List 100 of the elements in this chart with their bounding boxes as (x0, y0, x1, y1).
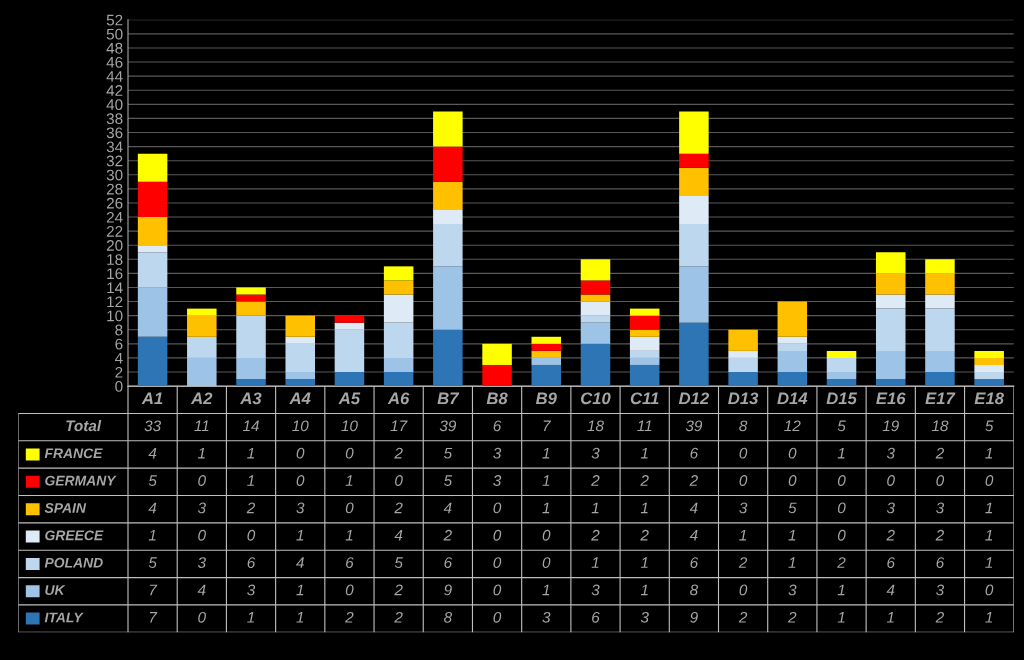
data-label: 1 (247, 447, 254, 459)
total-label: 7 (543, 420, 551, 432)
data-label: 2 (886, 529, 895, 541)
y-tick-label: 2 (115, 366, 123, 378)
bar (334, 322, 365, 330)
data-label: 8 (690, 584, 699, 596)
total-label: 14 (242, 420, 259, 432)
data-label: 0 (837, 529, 846, 541)
y-tick-label: 44 (106, 71, 123, 82)
x-tick-label: B9 (535, 392, 557, 405)
y-tick-label: 34 (106, 141, 123, 153)
data-label: 1 (640, 557, 648, 568)
data-label: 1 (788, 529, 796, 541)
bar (433, 146, 463, 182)
y-tick-label: 16 (107, 268, 123, 280)
bar (187, 315, 217, 337)
data-label: 1 (837, 584, 845, 596)
data-label: 1 (542, 502, 550, 514)
x-tick-label: D13 (728, 392, 759, 405)
legend-label: POLAND (44, 557, 103, 568)
bar (925, 259, 955, 274)
bar (826, 357, 857, 373)
data-label: 5 (394, 557, 403, 568)
y-tick-label: 8 (115, 324, 123, 336)
data-label: 0 (296, 447, 305, 459)
bar (137, 245, 168, 253)
x-tick-label: C10 (581, 392, 611, 405)
bar (531, 350, 562, 358)
data-label: 3 (739, 502, 748, 514)
total-label: 17 (390, 420, 408, 432)
data-label: 9 (690, 611, 698, 623)
y-tick-label: 48 (106, 42, 123, 54)
y-tick-label: 18 (107, 254, 123, 265)
bar (875, 379, 906, 387)
data-label: 1 (345, 529, 353, 541)
bar (137, 252, 168, 288)
total-label: 10 (292, 420, 309, 432)
data-label: 3 (247, 584, 256, 596)
data-label: 1 (345, 475, 353, 486)
bar (679, 167, 709, 196)
y-tick-label: 10 (107, 310, 123, 322)
bar (925, 350, 955, 373)
bar (728, 372, 758, 387)
x-tick-label: D12 (678, 392, 710, 405)
bar (137, 153, 168, 182)
x-tick-label: A5 (338, 392, 361, 405)
y-tick-label: 42 (106, 85, 123, 96)
bar (187, 357, 217, 387)
data-label: 6 (936, 557, 945, 568)
bar (383, 372, 414, 387)
x-tick-label: E18 (974, 392, 1004, 405)
total-label: 11 (637, 420, 652, 432)
data-label: 2 (640, 529, 649, 541)
data-label: 0 (198, 611, 206, 623)
data-label: 0 (837, 475, 846, 486)
data-label: 2 (591, 529, 600, 541)
bar (925, 372, 955, 387)
data-label: 1 (247, 612, 254, 623)
data-label: 4 (296, 557, 304, 568)
bar (482, 343, 512, 365)
bar (236, 287, 266, 295)
data-label: 5 (148, 475, 157, 486)
bar (629, 336, 660, 351)
data-label: 4 (689, 502, 698, 514)
bar (580, 259, 611, 281)
data-label: 0 (985, 584, 994, 596)
data-label: 3 (591, 584, 600, 596)
data-label: 5 (443, 447, 453, 459)
data-label: 5 (788, 502, 797, 514)
bar (580, 280, 611, 295)
bar (334, 329, 365, 373)
data-label: 0 (837, 502, 846, 514)
bar (334, 315, 365, 323)
data-label: 0 (788, 447, 797, 459)
y-tick-label: 4 (114, 352, 123, 364)
bar (974, 350, 1004, 358)
data-label: 0 (985, 475, 994, 486)
bar (285, 315, 315, 337)
bar (629, 308, 660, 316)
bar (728, 329, 758, 351)
bar (433, 224, 463, 267)
data-label: 5 (148, 557, 157, 568)
data-label: 1 (640, 502, 648, 514)
bar (383, 266, 414, 281)
bar (679, 266, 709, 323)
bar (728, 357, 758, 373)
data-label: 1 (296, 612, 304, 623)
data-label: 3 (493, 447, 502, 459)
data-label: 1 (837, 612, 845, 623)
data-label: 0 (739, 584, 748, 596)
x-tick-label: A4 (289, 392, 311, 405)
data-label: 1 (148, 529, 156, 541)
bar (826, 372, 857, 380)
bar (925, 294, 955, 309)
data-label: 0 (739, 475, 748, 486)
data-label: 8 (444, 611, 453, 623)
bar (679, 153, 709, 168)
data-label: 1 (788, 557, 796, 568)
data-label: 1 (296, 529, 304, 541)
bar (777, 343, 808, 351)
